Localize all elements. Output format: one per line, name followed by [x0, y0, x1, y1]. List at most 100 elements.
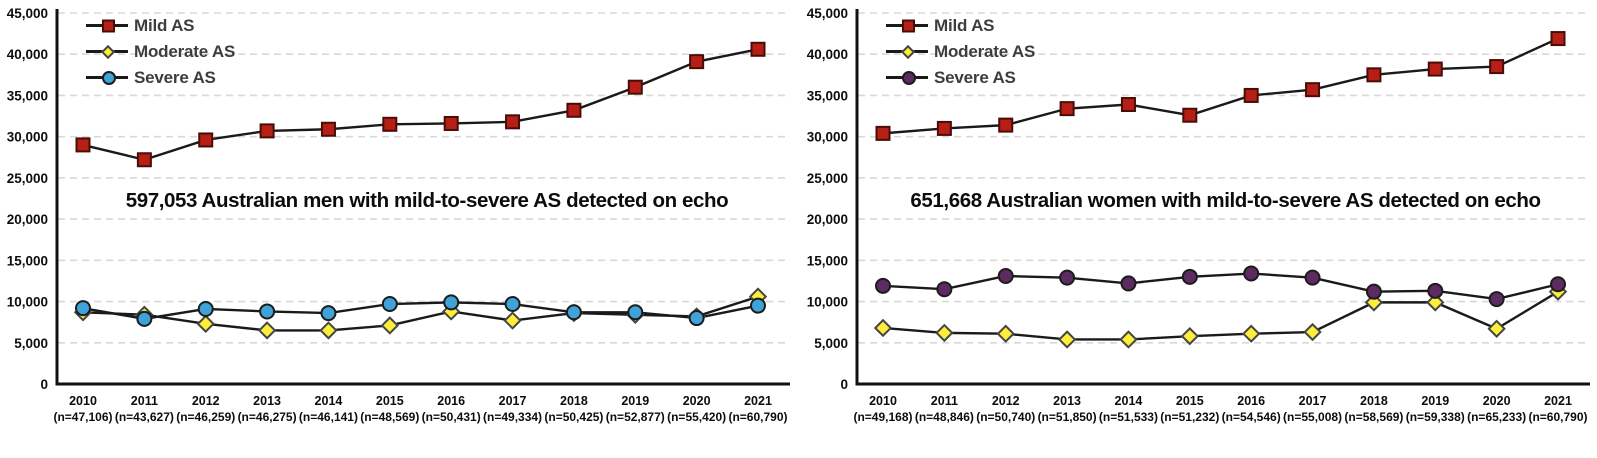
- data-point-mild-as: [382, 116, 398, 132]
- y-axis-tick-label: 15,000: [7, 253, 48, 268]
- x-axis-year-label: 2016: [1237, 394, 1265, 408]
- x-axis-year-label: 2010: [69, 394, 97, 408]
- series-line-moderate-as: [82, 295, 759, 332]
- x-axis-n-label: (n=55,008): [1283, 410, 1342, 424]
- data-point-moderate-as: [1057, 330, 1077, 349]
- data-point-mild-as: [1182, 107, 1198, 123]
- data-point-severe-as: [75, 300, 91, 317]
- y-axis-tick-label: 20,000: [807, 212, 848, 227]
- x-axis-n-label: (n=46,259): [176, 410, 235, 424]
- x-axis-n-label: (n=60,790): [1528, 410, 1587, 424]
- legend-item-severe-as: Severe AS: [86, 67, 235, 88]
- men-as-trend-chart: 0 5,000 10,000 15,000 20,000 25,000 30,000 35,0…: [7, 6, 790, 424]
- x-axis-year-label: 2014: [315, 394, 343, 408]
- x-axis-year-label: 2012: [992, 394, 1020, 408]
- x-axis-year-label: 2018: [560, 394, 588, 408]
- legend-label: Mild AS: [134, 15, 195, 35]
- x-axis-year-label: 2011: [931, 394, 958, 408]
- series-line-moderate-as: [882, 290, 1559, 341]
- moderate-as-diamond-marker-icon: [900, 44, 916, 59]
- x-axis-n-label: (n=49,168): [853, 410, 912, 424]
- data-point-mild-as: [936, 120, 952, 136]
- series-line-mild-as: [82, 48, 759, 161]
- data-point-mild-as: [198, 132, 214, 148]
- series-line-mild-as: [882, 37, 1559, 135]
- legend-swatch: [86, 15, 132, 36]
- legend-label: Severe AS: [934, 67, 1016, 87]
- x-axis-n-label: (n=65,233): [1467, 410, 1526, 424]
- y-axis-tick-label: 10,000: [807, 295, 848, 310]
- data-point-severe-as: [136, 310, 153, 327]
- y-axis-tick-label: 30,000: [7, 130, 48, 145]
- data-point-mild-as: [1243, 87, 1259, 103]
- data-point-mild-as: [1427, 61, 1443, 77]
- data-point-mild-as: [627, 79, 643, 95]
- data-point-severe-as: [1304, 269, 1321, 286]
- x-axis-n-label: (n=60,790): [728, 410, 787, 424]
- data-point-severe-as: [1181, 268, 1198, 285]
- x-axis-n-label: (n=46,141): [299, 410, 358, 424]
- y-axis-tick-label: 25,000: [807, 171, 848, 186]
- y-axis-tick-label: 40,000: [807, 47, 848, 62]
- x-axis-n-label: (n=46,275): [238, 410, 297, 424]
- women-as-trend-chart: 0 5,000 10,000 15,000 20,000 25,000 30,000 35,0…: [807, 6, 1590, 424]
- y-axis-tick-label: 25,000: [7, 171, 48, 186]
- x-axis-year-label: 2010: [869, 394, 897, 408]
- x-axis-year-label: 2017: [499, 394, 527, 408]
- x-axis-year-label: 2012: [192, 394, 220, 408]
- data-point-moderate-as: [873, 318, 893, 338]
- legend-label: Moderate AS: [934, 41, 1036, 61]
- legend-swatch: [86, 67, 132, 88]
- data-point-severe-as: [1059, 269, 1076, 286]
- data-point-severe-as: [320, 305, 337, 322]
- data-point-mild-as: [320, 121, 336, 137]
- legend-swatch: [86, 41, 132, 62]
- x-axis-year-label: 2014: [1115, 394, 1143, 408]
- x-axis-year-label: 2018: [1360, 394, 1388, 408]
- data-point-mild-as: [998, 117, 1014, 133]
- data-point-moderate-as: [257, 321, 277, 340]
- data-point-mild-as: [1059, 101, 1075, 117]
- x-axis-year-label: 2015: [1176, 394, 1204, 408]
- data-point-moderate-as: [935, 323, 954, 343]
- x-axis-n-label: (n=50,740): [976, 410, 1035, 424]
- data-point-mild-as: [1550, 31, 1566, 47]
- data-point-moderate-as: [1119, 330, 1138, 349]
- data-point-moderate-as: [196, 314, 215, 334]
- data-point-moderate-as: [996, 324, 1015, 343]
- legend-swatch: [886, 41, 932, 62]
- y-axis-tick-label: 5,000: [14, 336, 48, 351]
- y-axis-tick-label: 30,000: [807, 130, 848, 145]
- data-point-moderate-as: [1487, 319, 1506, 338]
- data-point-severe-as: [1550, 276, 1566, 293]
- x-axis-n-label: (n=52,877): [606, 410, 665, 424]
- data-point-severe-as: [504, 296, 521, 313]
- legend-men: Mild AS Moderate AS Severe AS: [86, 15, 235, 88]
- x-axis-n-label: (n=55,420): [667, 410, 726, 424]
- data-point-severe-as: [1243, 265, 1260, 282]
- data-point-mild-as: [136, 152, 152, 168]
- data-point-mild-as: [750, 41, 766, 57]
- data-point-moderate-as: [503, 311, 522, 330]
- chart-panel-men: 0 5,000 10,000 15,000 20,000 25,000 30,000 35,0…: [7, 6, 790, 424]
- y-axis-tick-label: 0: [40, 377, 48, 392]
- x-axis-n-label: (n=48,569): [360, 410, 419, 424]
- data-point-severe-as: [875, 277, 891, 294]
- data-point-moderate-as: [1241, 324, 1261, 343]
- y-axis-tick-label: 40,000: [7, 47, 48, 62]
- y-axis-tick-label: 35,000: [7, 88, 48, 103]
- y-axis-tick-label: 5,000: [814, 336, 848, 351]
- x-axis-n-label: (n=59,338): [1406, 410, 1465, 424]
- x-axis-n-label: (n=49,334): [483, 410, 542, 424]
- data-point-moderate-as: [380, 316, 400, 335]
- legend-item-mild-as: Mild AS: [886, 15, 1035, 36]
- legend-women: Mild AS Moderate AS Severe AS: [886, 15, 1035, 88]
- y-axis-tick-label: 35,000: [807, 88, 848, 103]
- x-axis-year-label: 2011: [131, 394, 158, 408]
- data-point-severe-as: [750, 297, 766, 314]
- data-point-severe-as: [443, 294, 460, 311]
- x-axis-n-label: (n=48,846): [915, 410, 974, 424]
- data-point-mild-as: [259, 123, 275, 139]
- mild-as-square-marker-icon: [902, 19, 915, 32]
